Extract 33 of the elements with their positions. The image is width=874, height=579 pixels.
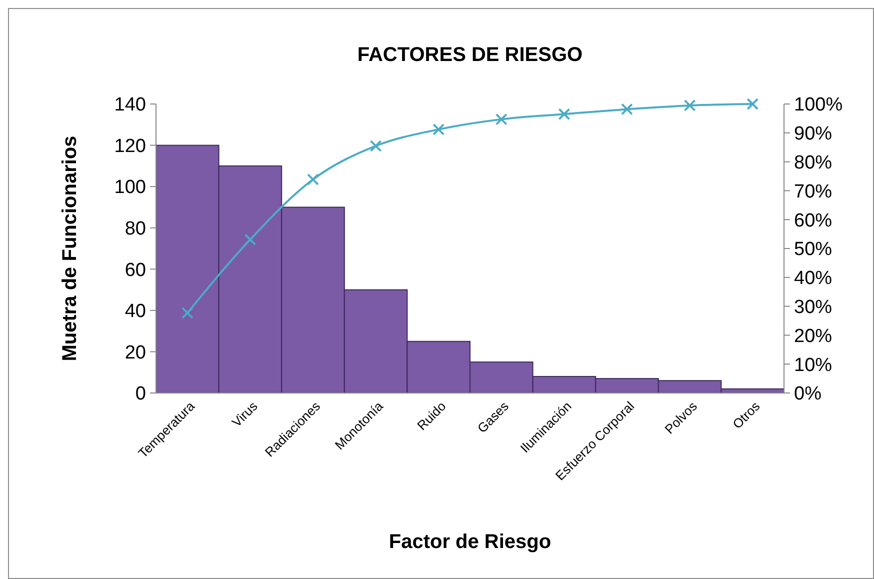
y-tick-label: 20 [124, 342, 146, 364]
point [244, 234, 256, 246]
x-axis-title: Factor de Riesgo [388, 531, 552, 553]
y2-tick-label: 40% [794, 268, 832, 290]
chart-title: FACTORES DE RIESGO [357, 44, 583, 66]
y-tick-label: 40 [124, 301, 146, 322]
point [370, 140, 382, 152]
y2-tick-label: 10% [794, 354, 832, 376]
point [495, 113, 508, 126]
x-tick-label: Virus [228, 398, 261, 430]
y-tick-label: 0 [135, 384, 146, 405]
y-tick-label: 60 [124, 260, 146, 281]
y-axis-title: Muetra de Funcionarios [59, 136, 81, 362]
y-tick-label: 100 [114, 177, 146, 198]
point [746, 98, 759, 110]
y-tick-label: 140 [114, 94, 146, 116]
y2-tick-label: 0% [794, 384, 822, 405]
y2-tick-label: 20% [794, 326, 832, 347]
y2-tick-label: 70% [794, 181, 832, 202]
y-tick-label: 80 [124, 218, 146, 240]
point [558, 108, 570, 120]
y2-tick-label: 60% [794, 210, 832, 232]
point [432, 123, 445, 136]
y2-tick-label: 100% [794, 94, 843, 116]
point [307, 173, 319, 186]
y2-tick-label: 80% [794, 152, 832, 174]
y2-tick-label: 50% [794, 239, 832, 260]
y2-tick-label: 30% [794, 296, 832, 318]
point [621, 103, 633, 116]
y2-tick-label: 90% [794, 124, 832, 145]
point [684, 99, 696, 112]
y-tick-label: 120 [114, 136, 146, 157]
point [181, 306, 194, 319]
